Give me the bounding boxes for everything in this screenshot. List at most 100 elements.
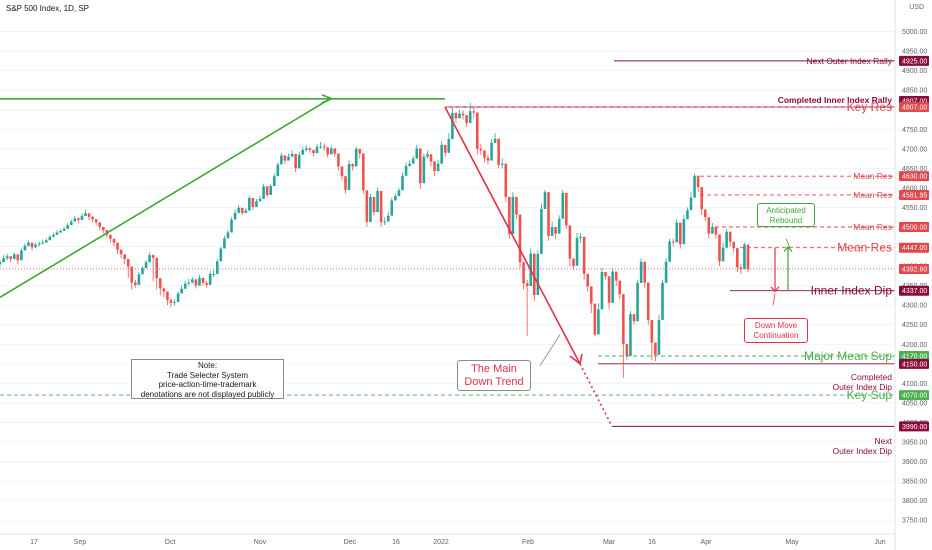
candle-body xyxy=(582,236,586,274)
y-tick-label: 4650.00 xyxy=(902,166,927,173)
price-box xyxy=(899,421,929,432)
candle-body xyxy=(376,191,379,213)
candle-body xyxy=(62,228,66,231)
x-tick-label: 16 xyxy=(648,539,656,546)
y-tick-label: 4100.00 xyxy=(902,381,927,388)
candle-body xyxy=(287,156,290,161)
candle-body xyxy=(461,113,465,116)
candle-body xyxy=(739,267,743,270)
y-tick-label: 3850.00 xyxy=(902,479,927,486)
candle-body xyxy=(711,227,714,234)
candle-body xyxy=(686,210,689,220)
candles xyxy=(0,102,750,378)
candle-body xyxy=(329,148,333,155)
candle-body xyxy=(664,261,668,283)
y-tick-label: 4600.00 xyxy=(902,185,927,192)
price-box xyxy=(899,242,929,253)
candle-body xyxy=(693,175,696,198)
candle-body xyxy=(276,164,280,177)
x-tick-label: 17 xyxy=(30,539,38,546)
candle-body xyxy=(319,146,322,148)
candle-body xyxy=(315,146,319,154)
candle-body xyxy=(34,244,37,248)
candle-body xyxy=(365,190,369,222)
y-tick-label: 3900.00 xyxy=(902,459,927,466)
candle-body xyxy=(322,146,326,148)
candle-body xyxy=(543,192,547,210)
y-tick-label: 4550.00 xyxy=(902,205,927,212)
candle-body xyxy=(589,286,593,304)
candle-body xyxy=(251,198,255,208)
candle-body xyxy=(215,261,219,274)
time-axis: 17 Sep Oct Nov Dec 16 2022 Feb Mar 16 Apr May Jun xyxy=(30,539,886,546)
candle-body xyxy=(347,164,351,190)
candle-body xyxy=(728,231,732,242)
price-box xyxy=(899,351,929,361)
level-label: Mean Res xyxy=(853,222,892,232)
candle-body xyxy=(714,227,718,235)
candle-body xyxy=(9,256,12,260)
candle-body xyxy=(746,244,750,270)
level-label: Mean Res xyxy=(853,171,892,181)
candle-body xyxy=(718,234,721,262)
candle-body xyxy=(522,262,525,284)
callout-pointer xyxy=(539,334,561,366)
price-box-label: 4500.00 xyxy=(902,225,927,232)
candle-body xyxy=(518,214,522,263)
candle-body xyxy=(16,254,20,261)
price-box-label: 4807.00 xyxy=(902,104,927,111)
candle-body xyxy=(158,278,162,289)
candle-body xyxy=(639,261,643,283)
candle-body xyxy=(358,148,362,154)
candle-body xyxy=(493,138,497,143)
candle-body xyxy=(618,280,622,295)
level-label: Mean Res xyxy=(837,241,892,255)
level-label: Key Sup xyxy=(847,388,893,402)
candle-body xyxy=(112,238,116,243)
y-tick-label: 4750.00 xyxy=(902,127,927,134)
candle-body xyxy=(101,227,105,231)
candle-body xyxy=(12,254,16,260)
candle-body xyxy=(290,153,294,157)
candle-body xyxy=(45,240,48,243)
candle-body xyxy=(173,302,176,304)
continuation-pointer xyxy=(772,293,776,306)
candle-body xyxy=(547,192,550,236)
candle-body xyxy=(508,196,511,235)
candle-body xyxy=(80,216,84,220)
candle-body xyxy=(458,113,461,119)
note-title: Note: xyxy=(197,361,218,370)
price-box xyxy=(899,358,929,369)
continuation-callout: Down Move Continuation xyxy=(744,318,808,343)
candle-body xyxy=(468,111,472,124)
candle-body xyxy=(20,250,23,261)
candle-body xyxy=(27,242,30,246)
candle-body xyxy=(194,279,198,286)
x-tick-label: Nov xyxy=(254,539,267,546)
candle-body xyxy=(511,196,515,235)
candle-body xyxy=(646,282,650,321)
candle-body xyxy=(636,282,639,322)
candle-body xyxy=(169,300,173,303)
level-label: Next Outer Index Rally xyxy=(806,56,892,66)
candle-body xyxy=(41,242,45,244)
candle-body xyxy=(490,142,493,161)
candle-body xyxy=(308,148,312,150)
candle-body xyxy=(191,279,194,283)
candle-body xyxy=(736,248,739,268)
continuation-line-1: Down Move xyxy=(754,321,798,330)
candle-body xyxy=(654,342,657,355)
candle-body xyxy=(696,175,700,188)
candle-body xyxy=(540,209,543,254)
level-label: Key Res xyxy=(847,100,892,114)
candle-body xyxy=(707,217,711,234)
candle-body xyxy=(475,112,479,149)
candle-body xyxy=(440,144,443,164)
price-levels xyxy=(0,60,895,427)
candle-body xyxy=(629,314,632,356)
candle-body xyxy=(23,245,27,251)
candle-body xyxy=(436,163,440,172)
price-box xyxy=(899,390,929,401)
candle-body xyxy=(561,192,565,219)
